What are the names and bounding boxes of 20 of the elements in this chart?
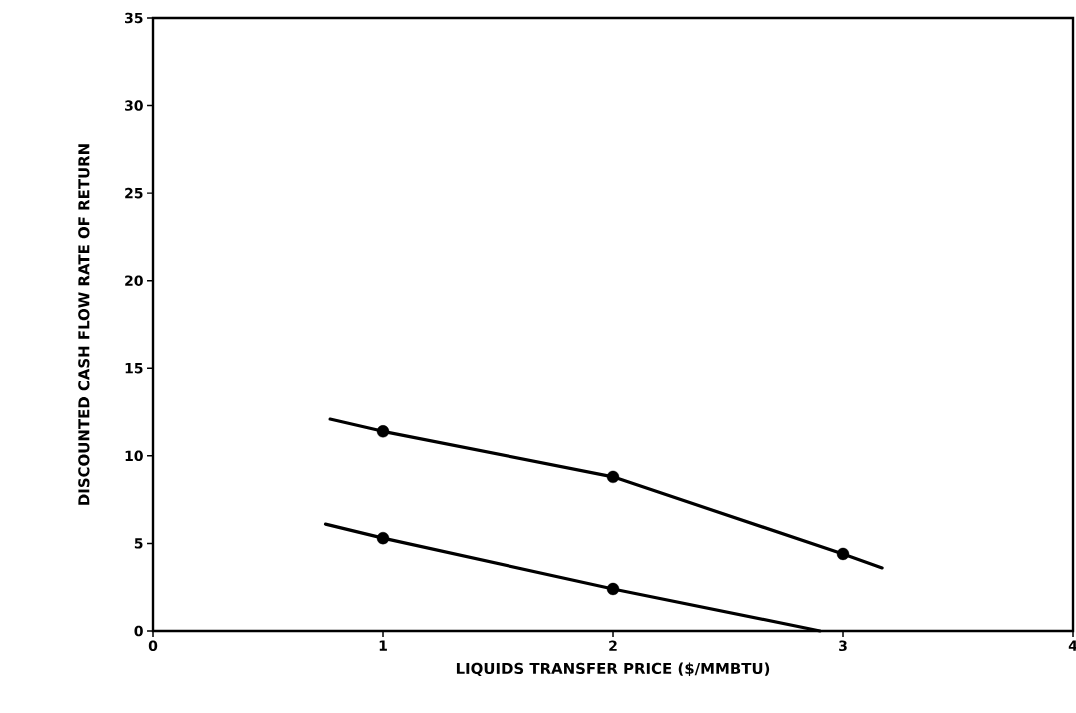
y-tick-label: 10 bbox=[125, 450, 143, 462]
point bbox=[606, 582, 620, 596]
x-tick-label: 3 bbox=[839, 640, 847, 652]
x-tick-label: 0 bbox=[148, 640, 158, 652]
line-series bbox=[328, 417, 884, 570]
y-tick-label: 20 bbox=[125, 275, 143, 286]
y-tick-label: 0 bbox=[134, 625, 143, 637]
x-tick-label: 1 bbox=[379, 640, 387, 651]
y-tick-label: 5 bbox=[134, 538, 143, 549]
y-axis-title: DISCOUNTED CASH FLOW RATE OF RETURN bbox=[78, 144, 90, 505]
point bbox=[376, 531, 390, 545]
y-tick-label: 30 bbox=[125, 100, 143, 111]
point bbox=[606, 470, 620, 484]
y-tick-label: 15 bbox=[125, 363, 143, 374]
y-tick-label: 25 bbox=[125, 187, 143, 199]
y-tick-label: 35 bbox=[125, 12, 143, 24]
x-axis-title: LIQUIDS TRANSFER PRICE ($/MMBTU) bbox=[456, 662, 770, 677]
point bbox=[376, 425, 390, 438]
x-tick-label: 2 bbox=[609, 640, 617, 651]
point bbox=[836, 547, 850, 561]
